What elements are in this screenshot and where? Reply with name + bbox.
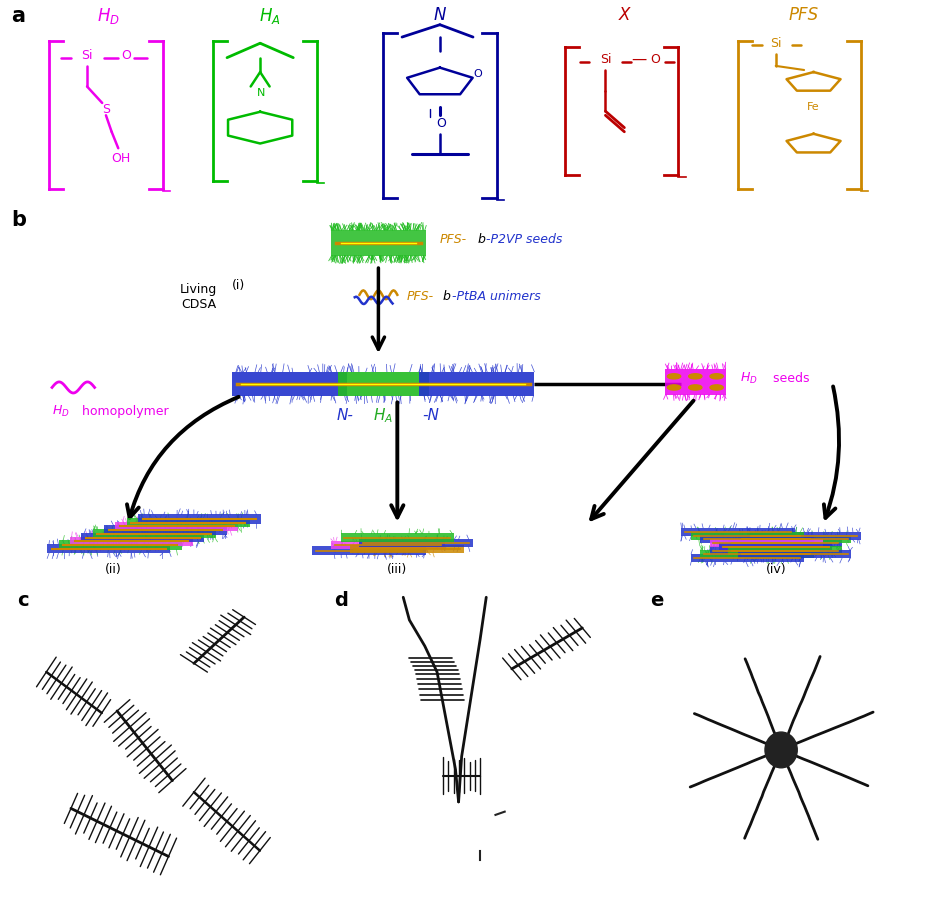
Text: S: S — [102, 102, 110, 115]
FancyBboxPatch shape — [738, 535, 851, 544]
FancyBboxPatch shape — [747, 532, 861, 540]
Text: -N: -N — [422, 408, 439, 423]
FancyBboxPatch shape — [70, 536, 193, 546]
Text: N: N — [257, 88, 265, 98]
FancyBboxPatch shape — [331, 541, 445, 549]
Text: OH: OH — [112, 152, 131, 165]
Text: a: a — [11, 6, 26, 27]
Text: X: X — [619, 6, 630, 24]
FancyBboxPatch shape — [312, 546, 426, 554]
Text: Living
CDSA: Living CDSA — [180, 283, 218, 311]
FancyBboxPatch shape — [138, 514, 261, 523]
FancyBboxPatch shape — [710, 539, 823, 547]
Text: PFS-: PFS- — [407, 290, 434, 303]
Circle shape — [668, 373, 680, 379]
Text: —: — — [631, 52, 646, 67]
Text: Si: Si — [81, 49, 93, 62]
Circle shape — [689, 373, 702, 379]
Text: Si: Si — [600, 53, 611, 66]
Text: Si: Si — [770, 37, 781, 49]
Text: (i): (i) — [232, 279, 245, 292]
Circle shape — [765, 732, 797, 768]
FancyBboxPatch shape — [341, 533, 454, 542]
Circle shape — [710, 373, 723, 379]
Text: O: O — [121, 49, 131, 62]
Text: $H_A$: $H_A$ — [259, 6, 280, 27]
Text: (iv): (iv) — [765, 564, 786, 576]
Text: O: O — [473, 70, 482, 79]
Text: $H_D$: $H_D$ — [97, 6, 120, 27]
Text: PFS: PFS — [789, 6, 819, 24]
Text: d: d — [334, 591, 348, 609]
Text: N-: N- — [337, 408, 354, 423]
FancyBboxPatch shape — [691, 554, 804, 562]
FancyBboxPatch shape — [719, 543, 832, 551]
FancyBboxPatch shape — [664, 369, 727, 395]
FancyBboxPatch shape — [691, 532, 804, 540]
Text: -PtBA unimers: -PtBA unimers — [452, 290, 541, 303]
Text: c: c — [17, 591, 28, 609]
FancyBboxPatch shape — [93, 529, 216, 538]
Text: N: N — [433, 6, 447, 24]
FancyBboxPatch shape — [419, 371, 534, 396]
Text: -P2VP seeds: -P2VP seeds — [486, 232, 563, 246]
FancyBboxPatch shape — [700, 535, 814, 544]
Text: b: b — [478, 232, 485, 246]
Text: $H_D$: $H_D$ — [52, 404, 70, 419]
FancyBboxPatch shape — [719, 543, 832, 551]
Text: b: b — [443, 290, 450, 303]
Text: Fe: Fe — [807, 102, 820, 112]
FancyBboxPatch shape — [81, 533, 204, 543]
Text: O: O — [651, 53, 660, 66]
FancyBboxPatch shape — [331, 230, 426, 256]
Text: $H_D$: $H_D$ — [740, 371, 758, 386]
Text: $H_A$: $H_A$ — [373, 406, 394, 425]
Text: seeds: seeds — [768, 371, 809, 384]
FancyBboxPatch shape — [359, 539, 473, 547]
Text: homopolymer: homopolymer — [78, 405, 168, 418]
Text: PFS-: PFS- — [440, 232, 467, 246]
FancyBboxPatch shape — [738, 550, 851, 558]
Text: e: e — [651, 591, 664, 609]
Circle shape — [668, 385, 680, 390]
FancyBboxPatch shape — [232, 371, 347, 396]
FancyBboxPatch shape — [338, 371, 429, 396]
FancyBboxPatch shape — [59, 541, 182, 550]
FancyBboxPatch shape — [47, 544, 170, 554]
Circle shape — [710, 385, 723, 390]
Text: O: O — [436, 117, 446, 130]
Circle shape — [689, 385, 702, 390]
FancyBboxPatch shape — [350, 544, 464, 553]
FancyBboxPatch shape — [700, 550, 814, 558]
Text: (iii): (iii) — [387, 564, 408, 576]
FancyBboxPatch shape — [127, 518, 250, 527]
FancyBboxPatch shape — [104, 525, 227, 534]
FancyBboxPatch shape — [681, 528, 795, 536]
FancyBboxPatch shape — [728, 546, 842, 554]
Text: b: b — [11, 210, 26, 230]
FancyBboxPatch shape — [728, 539, 842, 547]
Text: (ii): (ii) — [105, 564, 122, 576]
FancyBboxPatch shape — [115, 522, 238, 531]
FancyBboxPatch shape — [710, 546, 823, 554]
